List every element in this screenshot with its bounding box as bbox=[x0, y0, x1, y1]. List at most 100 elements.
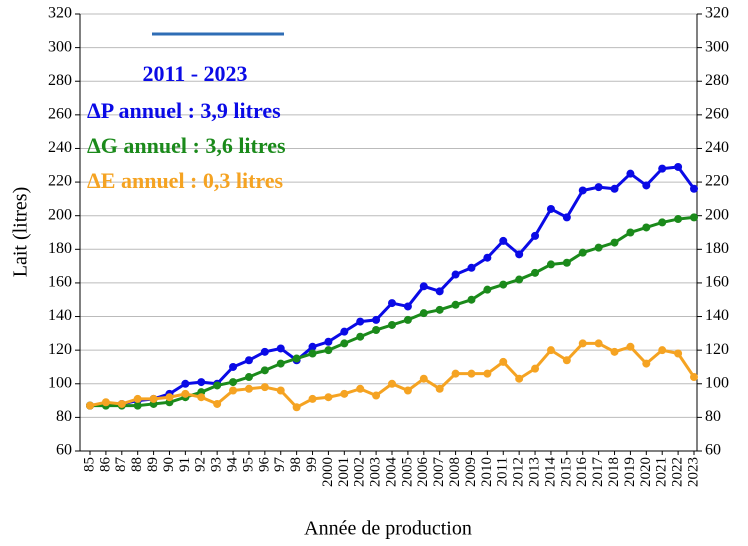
x-tick-label: 2000 bbox=[320, 457, 336, 487]
annotation: 2011 - 2023 bbox=[142, 61, 247, 86]
x-tick-label: 88 bbox=[129, 457, 145, 472]
y-tick-label: 60 bbox=[56, 442, 72, 459]
y-axis-label: Lait (litres) bbox=[10, 187, 32, 278]
data-point bbox=[451, 369, 460, 378]
data-point bbox=[340, 339, 349, 348]
data-point bbox=[515, 250, 524, 259]
data-point bbox=[229, 362, 238, 371]
x-tick-label: 2002 bbox=[352, 457, 368, 487]
data-point bbox=[388, 299, 396, 308]
x-tick-label: 2022 bbox=[670, 457, 686, 487]
x-tick-label: 90 bbox=[161, 457, 177, 472]
data-point bbox=[419, 309, 428, 318]
y-tick-label: 220 bbox=[48, 173, 72, 190]
x-tick-label: 2008 bbox=[447, 457, 463, 487]
data-point bbox=[260, 383, 269, 392]
data-point bbox=[372, 315, 381, 324]
data-point bbox=[372, 325, 381, 334]
y-tick-label: 140 bbox=[48, 307, 72, 324]
x-tick-label: 2003 bbox=[368, 457, 384, 487]
data-point bbox=[467, 369, 476, 378]
y-tick-label: 180 bbox=[48, 240, 72, 257]
data-point bbox=[388, 379, 396, 388]
data-point bbox=[308, 394, 317, 403]
data-point bbox=[419, 282, 428, 291]
y-tick-label: 320 bbox=[48, 5, 72, 22]
data-point bbox=[276, 359, 285, 368]
data-point bbox=[594, 183, 603, 192]
data-point bbox=[546, 346, 555, 355]
data-point bbox=[658, 164, 667, 173]
x-tick-label: 2007 bbox=[431, 457, 447, 488]
data-point bbox=[324, 393, 333, 402]
x-tick-label: 92 bbox=[193, 457, 209, 472]
y2-tick-label: 320 bbox=[705, 5, 729, 22]
data-point bbox=[531, 231, 540, 240]
data-point bbox=[244, 356, 253, 365]
data-point bbox=[260, 366, 269, 375]
data-point bbox=[419, 374, 428, 383]
x-tick-label: 91 bbox=[177, 457, 193, 472]
data-point bbox=[562, 213, 571, 222]
x-axis-label: Année de production bbox=[304, 518, 472, 540]
data-point bbox=[674, 215, 683, 224]
data-point bbox=[658, 218, 667, 227]
data-point bbox=[658, 346, 667, 355]
x-tick-label: 98 bbox=[288, 457, 304, 472]
x-tick-label: 2001 bbox=[336, 457, 352, 487]
data-point bbox=[244, 373, 253, 382]
data-point bbox=[594, 243, 603, 252]
x-tick-label: 2015 bbox=[558, 457, 574, 487]
data-point bbox=[388, 320, 396, 329]
data-point bbox=[578, 186, 587, 195]
y-tick-label: 120 bbox=[48, 341, 72, 358]
data-point bbox=[610, 238, 619, 247]
data-point bbox=[594, 339, 603, 348]
data-point bbox=[451, 300, 460, 309]
x-tick-label: 2019 bbox=[622, 457, 638, 487]
y2-tick-label: 160 bbox=[705, 274, 729, 291]
data-point bbox=[229, 386, 238, 395]
data-point bbox=[197, 378, 206, 387]
y-tick-label: 280 bbox=[48, 72, 72, 89]
y-tick-label: 260 bbox=[48, 106, 72, 123]
data-point bbox=[213, 399, 222, 408]
y2-tick-label: 300 bbox=[705, 38, 729, 55]
x-tick-label: 2005 bbox=[399, 457, 415, 487]
y2-tick-label: 280 bbox=[705, 72, 729, 89]
data-point bbox=[308, 342, 317, 351]
data-point bbox=[483, 285, 492, 294]
data-point bbox=[244, 384, 253, 393]
data-point bbox=[86, 401, 94, 410]
data-point bbox=[515, 374, 524, 383]
data-point bbox=[578, 339, 587, 348]
y-tick-label: 240 bbox=[48, 139, 72, 156]
data-point bbox=[674, 162, 683, 171]
y-tick-label: 80 bbox=[56, 408, 72, 425]
y2-tick-label: 100 bbox=[705, 374, 729, 391]
data-point bbox=[324, 346, 333, 355]
y2-tick-label: 260 bbox=[705, 106, 729, 123]
y-tick-label: 100 bbox=[48, 374, 72, 391]
data-point bbox=[626, 342, 635, 351]
data-point bbox=[435, 384, 444, 393]
y2-tick-label: 120 bbox=[705, 341, 729, 358]
data-point bbox=[403, 302, 412, 311]
x-tick-label: 2018 bbox=[606, 457, 622, 487]
data-point bbox=[499, 357, 508, 366]
data-point bbox=[229, 378, 238, 387]
annotation: ΔE annuel : 0,3 litres bbox=[87, 168, 284, 193]
x-tick-label: 2013 bbox=[526, 457, 542, 487]
data-point bbox=[340, 327, 349, 336]
x-tick-label: 2010 bbox=[479, 457, 495, 487]
data-point bbox=[340, 389, 349, 398]
x-tick-label: 2020 bbox=[638, 457, 654, 487]
data-point bbox=[483, 253, 492, 262]
y2-tick-label: 140 bbox=[705, 307, 729, 324]
data-point bbox=[531, 268, 540, 277]
x-tick-label: 2009 bbox=[463, 457, 479, 487]
data-point bbox=[181, 379, 190, 388]
data-point bbox=[610, 347, 619, 356]
x-tick-label: 93 bbox=[209, 457, 225, 472]
